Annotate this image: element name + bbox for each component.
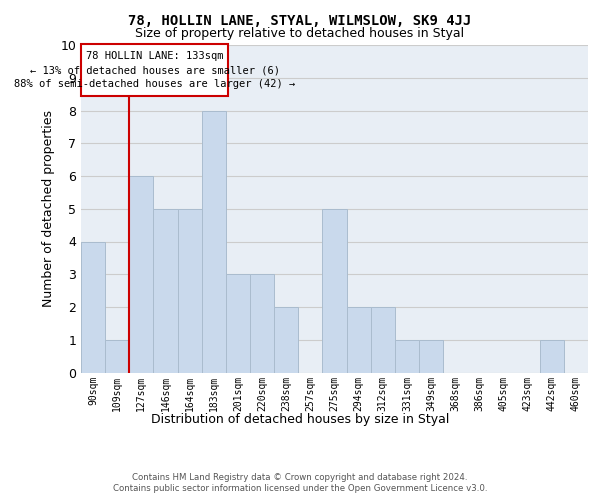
Bar xyxy=(202,110,226,372)
Text: Size of property relative to detached houses in Styal: Size of property relative to detached ho… xyxy=(136,28,464,40)
Bar xyxy=(105,340,129,372)
Bar xyxy=(250,274,274,372)
Bar xyxy=(322,209,347,372)
Bar xyxy=(274,307,298,372)
Y-axis label: Number of detached properties: Number of detached properties xyxy=(42,110,55,307)
Text: ← 13% of detached houses are smaller (6): ← 13% of detached houses are smaller (6) xyxy=(29,66,280,76)
Bar xyxy=(81,242,105,372)
Bar xyxy=(371,307,395,372)
Bar xyxy=(226,274,250,372)
Bar xyxy=(540,340,564,372)
Bar xyxy=(178,209,202,372)
Text: 88% of semi-detached houses are larger (42) →: 88% of semi-detached houses are larger (… xyxy=(14,78,295,88)
Text: 78 HOLLIN LANE: 133sqm: 78 HOLLIN LANE: 133sqm xyxy=(86,51,223,61)
FancyBboxPatch shape xyxy=(81,44,228,96)
Bar xyxy=(154,209,178,372)
Bar xyxy=(347,307,371,372)
Text: Contains HM Land Registry data © Crown copyright and database right 2024.: Contains HM Land Registry data © Crown c… xyxy=(132,472,468,482)
Bar xyxy=(129,176,154,372)
Text: Distribution of detached houses by size in Styal: Distribution of detached houses by size … xyxy=(151,412,449,426)
Text: 78, HOLLIN LANE, STYAL, WILMSLOW, SK9 4JJ: 78, HOLLIN LANE, STYAL, WILMSLOW, SK9 4J… xyxy=(128,14,472,28)
Text: Contains public sector information licensed under the Open Government Licence v3: Contains public sector information licen… xyxy=(113,484,487,493)
Bar xyxy=(419,340,443,372)
Bar xyxy=(395,340,419,372)
